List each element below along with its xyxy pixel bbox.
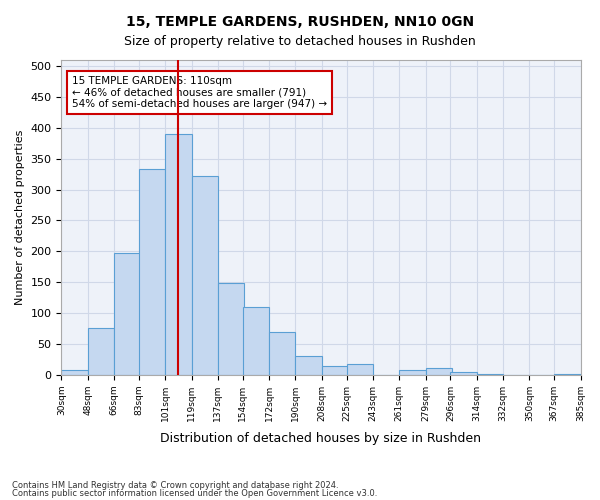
Bar <box>322 366 348 375</box>
Bar <box>476 374 503 375</box>
Text: 15, TEMPLE GARDENS, RUSHDEN, NN10 0GN: 15, TEMPLE GARDENS, RUSHDEN, NN10 0GN <box>126 15 474 29</box>
Text: Contains HM Land Registry data © Crown copyright and database right 2024.: Contains HM Land Registry data © Crown c… <box>12 481 338 490</box>
Bar <box>347 364 373 375</box>
Bar <box>554 374 581 375</box>
Bar <box>165 134 191 375</box>
Text: 15 TEMPLE GARDENS: 110sqm
← 46% of detached houses are smaller (791)
54% of semi: 15 TEMPLE GARDENS: 110sqm ← 46% of detac… <box>72 76 327 109</box>
Bar <box>218 283 244 375</box>
Bar <box>139 170 165 375</box>
Bar <box>399 370 425 375</box>
Text: Size of property relative to detached houses in Rushden: Size of property relative to detached ho… <box>124 35 476 48</box>
Bar <box>451 372 476 375</box>
Bar <box>269 332 295 375</box>
Bar <box>425 368 452 375</box>
Text: Contains public sector information licensed under the Open Government Licence v3: Contains public sector information licen… <box>12 488 377 498</box>
Bar <box>295 356 322 375</box>
X-axis label: Distribution of detached houses by size in Rushden: Distribution of detached houses by size … <box>160 432 481 445</box>
Bar <box>191 176 218 375</box>
Bar <box>88 328 114 375</box>
Bar <box>61 370 88 375</box>
Bar <box>114 253 140 375</box>
Bar <box>243 307 269 375</box>
Y-axis label: Number of detached properties: Number of detached properties <box>15 130 25 305</box>
